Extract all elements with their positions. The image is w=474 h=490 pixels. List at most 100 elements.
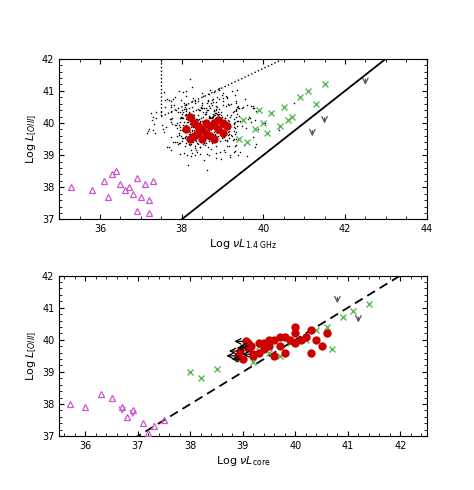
Point [225, 117, 233, 125]
Point [181, 99, 188, 107]
Point [173, 124, 181, 132]
Point [215, 122, 223, 130]
Point [171, 93, 178, 100]
Point [205, 130, 213, 138]
Point [200, 118, 208, 126]
Point [205, 126, 212, 134]
Point [210, 127, 218, 135]
Point [202, 139, 210, 147]
Point [206, 86, 213, 94]
Point [240, 141, 247, 149]
Point [200, 119, 208, 127]
Point [235, 137, 242, 145]
Point [180, 125, 188, 133]
Point [217, 114, 224, 122]
Point [231, 147, 238, 155]
Point [200, 104, 208, 112]
Point [197, 128, 204, 136]
Point [232, 107, 240, 115]
Point [211, 130, 219, 138]
Point [213, 98, 220, 106]
Point [234, 104, 242, 112]
Point [192, 125, 200, 133]
Point [169, 138, 176, 146]
Point [196, 143, 203, 151]
Point [211, 115, 219, 123]
Point [223, 118, 231, 126]
Point [212, 149, 220, 157]
Point [219, 101, 227, 109]
Point [212, 106, 220, 114]
Point [211, 109, 219, 117]
Y-axis label: Log $L_{[O III]}$: Log $L_{[O III]}$ [25, 114, 39, 164]
Point [237, 148, 244, 156]
Point [168, 120, 175, 128]
Point [246, 113, 253, 121]
Point [194, 123, 202, 131]
Point [190, 120, 198, 128]
Point [189, 98, 196, 105]
Point [173, 106, 180, 114]
Point [162, 123, 170, 131]
Point [199, 104, 206, 112]
Point [149, 113, 157, 121]
Point [216, 147, 224, 155]
Point [215, 132, 222, 140]
Point [189, 138, 196, 146]
Point [201, 121, 208, 128]
Point [152, 115, 160, 122]
Point [217, 120, 224, 128]
Point [212, 122, 220, 130]
Point [185, 140, 192, 147]
Point [201, 124, 209, 132]
Point [234, 110, 241, 118]
Point [204, 126, 211, 134]
Point [191, 122, 199, 130]
Point [232, 141, 239, 149]
Point [217, 115, 224, 122]
Point [193, 131, 201, 139]
Point [212, 122, 219, 130]
Point [242, 123, 249, 131]
Point [145, 125, 153, 133]
Point [206, 128, 214, 136]
Point [186, 121, 193, 128]
Point [230, 121, 237, 128]
Point [198, 115, 205, 122]
Point [169, 95, 176, 103]
Point [195, 129, 202, 137]
Point [202, 118, 210, 125]
Point [168, 108, 175, 116]
Point [186, 128, 194, 136]
Point [190, 114, 198, 122]
Point [246, 114, 254, 122]
Point [212, 118, 220, 126]
Point [251, 143, 259, 150]
Point [210, 88, 218, 96]
Point [233, 122, 240, 130]
Point [218, 108, 225, 116]
Point [219, 89, 227, 97]
Point [210, 95, 217, 103]
Point [221, 117, 228, 125]
Point [166, 116, 174, 123]
Point [250, 104, 258, 112]
Point [192, 133, 200, 141]
Point [191, 136, 199, 144]
Point [213, 110, 220, 118]
Point [233, 99, 240, 107]
Point [178, 132, 185, 140]
Point [200, 128, 207, 136]
Point [205, 113, 213, 121]
Point [235, 103, 243, 111]
Point [239, 103, 246, 111]
Point [207, 104, 214, 112]
Point [164, 95, 171, 103]
Point [205, 151, 212, 159]
Point [173, 119, 181, 127]
Point [194, 126, 201, 134]
Point [229, 108, 237, 116]
Point [188, 111, 195, 119]
Point [180, 121, 187, 129]
Point [205, 131, 213, 139]
